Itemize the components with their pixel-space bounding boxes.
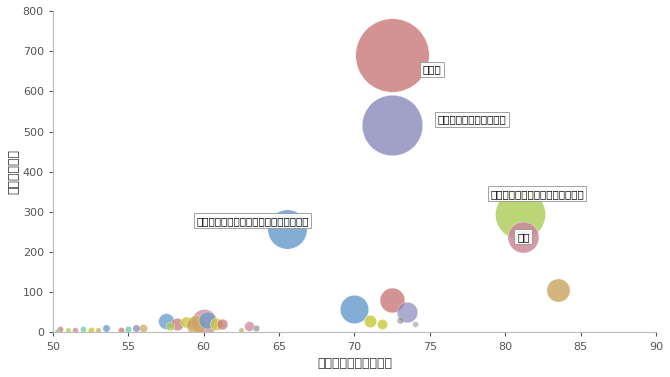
Point [55,326,66,332]
Point [198,319,209,325]
Text: バンダイナムコゲームス: バンダイナムコゲームス [438,115,506,124]
Point [387,297,397,303]
Point [243,323,254,329]
Point [364,318,375,324]
Point [251,325,262,331]
Text: セガ: セガ [517,232,529,242]
Point [377,320,387,326]
Point [210,320,221,326]
Y-axis label: 権利者スコア: 権利者スコア [7,149,20,194]
Point [78,326,88,332]
X-axis label: パテントスコア最高値: パテントスコア最高値 [317,357,392,370]
Point [138,325,149,331]
Point [186,320,197,326]
Point [62,328,73,334]
Text: ソニー・コンピュータエンタテインメン: ソニー・コンピュータエンタテインメン [196,216,309,226]
Point [236,326,247,333]
Point [402,310,413,316]
Point [395,317,405,323]
Point [281,226,292,232]
Point [165,323,176,329]
Point [171,322,182,328]
Point [515,211,526,217]
Text: コナミデジタルエンタテインメン: コナミデジタルエンタテインメン [490,189,584,199]
Point [115,326,126,333]
Point [518,234,529,240]
Point [85,326,96,333]
Point [387,52,397,58]
Point [409,322,420,328]
Point [191,322,202,328]
Point [201,317,212,323]
Point [92,328,103,334]
Point [70,327,81,333]
Point [100,325,111,331]
Point [349,306,360,312]
Point [180,319,191,325]
Point [123,326,133,332]
Point [387,123,397,129]
Point [52,328,63,334]
Point [216,322,227,328]
Point [553,287,563,293]
Text: 任天堂: 任天堂 [422,64,441,74]
Point [131,325,141,331]
Point [161,318,172,324]
